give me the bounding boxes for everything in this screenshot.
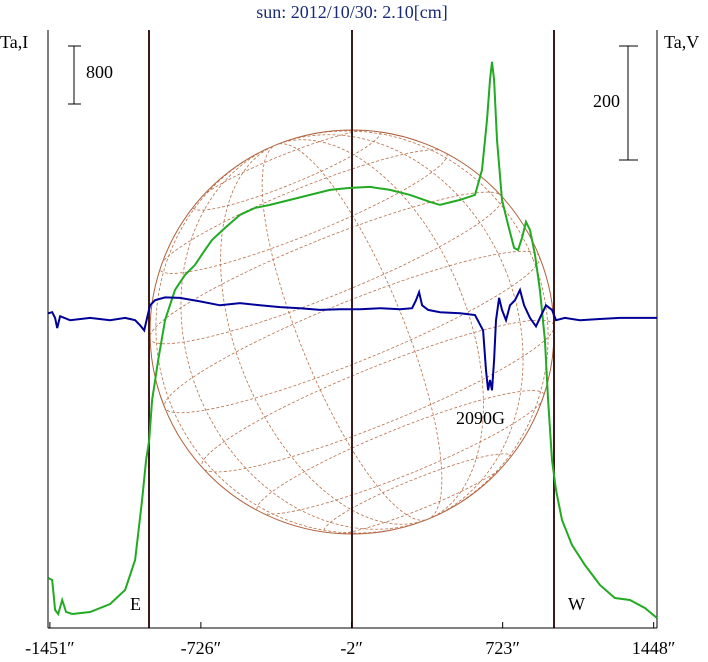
scale-label-right: 200	[593, 91, 620, 111]
parallel	[256, 390, 545, 515]
west-label: W	[568, 594, 585, 614]
chart-title: sun: 2012/10/30: 2.10[cm]	[256, 2, 448, 22]
x-tick-label: -726″	[181, 638, 222, 658]
x-tick-label: -1451″	[25, 638, 75, 658]
parallel	[163, 250, 541, 414]
field-annotation: 2090G	[456, 408, 505, 428]
y2-axis-label: Ta,V	[664, 32, 699, 52]
parallel	[201, 319, 554, 473]
parallel	[323, 453, 512, 534]
parallel	[192, 130, 381, 211]
meridian	[155, 130, 549, 534]
east-label: E	[130, 594, 141, 614]
series-line	[47, 61, 658, 619]
x-tick-label: -2″	[340, 638, 363, 658]
x-tick-label: 1448″	[632, 638, 676, 658]
y-axis-label: Ta,I	[0, 32, 28, 52]
x-tick-label: 723″	[485, 638, 520, 658]
parallel	[159, 149, 448, 274]
series-line	[47, 287, 657, 391]
scale-label-left: 800	[86, 62, 113, 82]
